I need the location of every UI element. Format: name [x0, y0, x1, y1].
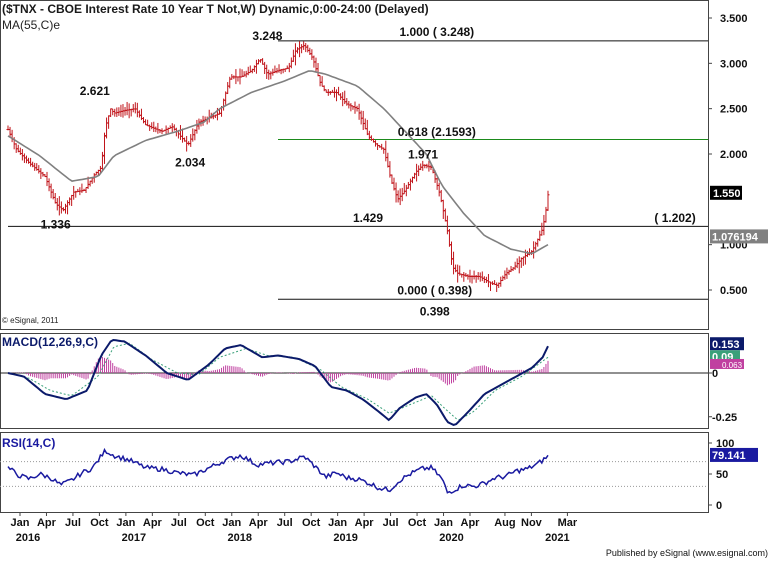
price-y-tick-label: 3.500	[720, 13, 748, 25]
histogram-value-box	[710, 358, 744, 369]
rsi-value-label: 79.141	[712, 450, 746, 462]
x-month-label: Jan	[116, 517, 135, 529]
price-y-tick-label: 3.000	[720, 58, 748, 70]
price-annotation: 0.000 ( 0.398)	[397, 284, 472, 298]
copyright-label: © eSignal, 2011	[2, 316, 59, 325]
moving-average-line	[7, 70, 549, 255]
rsi-line	[7, 447, 549, 494]
x-month-label: Jan	[434, 517, 453, 529]
price-annotation: 3.248	[252, 29, 282, 43]
price-annotation: 0.618 (2.1593)	[398, 125, 476, 139]
x-month-label: Oct	[408, 517, 427, 529]
rsi-y-tick-label: 100	[716, 438, 734, 450]
macd-line	[7, 338, 549, 426]
x-month-label: Jan	[11, 517, 30, 529]
price-annotation: 1.336	[41, 217, 71, 231]
x-year-label: 2018	[228, 532, 252, 544]
price-annotation: 0.398	[420, 304, 450, 318]
x-month-label: Apr	[461, 517, 481, 529]
price-y-tick-label: 0.500	[720, 285, 748, 297]
x-month-label: Oct	[90, 517, 109, 529]
x-month-label: Apr	[355, 517, 375, 529]
macd-value-box	[710, 337, 744, 351]
macd-y-tick-label: 0	[712, 368, 718, 380]
rsi-y-tick-label: 50	[716, 469, 728, 481]
x-month-label: Jul	[277, 517, 293, 529]
ma-value-label: 1.076194	[712, 231, 759, 243]
x-month-label: Nov	[521, 517, 543, 529]
x-year-label: 2017	[122, 532, 146, 544]
rsi-y-tick-label: 0	[716, 500, 722, 512]
chart-title: ($TNX - CBOE Interest Rate 10 Year T Not…	[2, 2, 429, 16]
x-month-label: Mar	[558, 517, 578, 529]
x-month-label: Oct	[196, 517, 215, 529]
macd-value-label: 0.153	[712, 339, 740, 351]
rsi-panel-frame	[0, 432, 709, 513]
price-annotation: 1.429	[353, 211, 383, 225]
x-month-label: Jan	[328, 517, 347, 529]
x-month-label: Jan	[222, 517, 241, 529]
ma-legend: MA(55,C)e	[2, 18, 60, 32]
last-price-box	[710, 185, 742, 200]
price-annotation: 2.621	[80, 84, 110, 98]
macd-title: MACD(12,26,9,C)	[2, 335, 98, 349]
histogram-value-label: 0.063	[722, 361, 743, 370]
x-year-label: 2016	[16, 532, 40, 544]
x-month-label: Jul	[383, 517, 399, 529]
ma-value-box	[710, 229, 768, 244]
x-month-label: Apr	[37, 517, 57, 529]
last-price-label: 1.550	[713, 188, 741, 200]
x-month-label: Jul	[65, 517, 81, 529]
x-month-label: Apr	[249, 517, 269, 529]
rsi-value-box	[710, 447, 758, 462]
macd-signal-line	[7, 342, 549, 421]
rsi-title: RSI(14,C)	[2, 436, 55, 450]
macd-panel-frame	[0, 333, 709, 429]
price-annotation: 1.971	[408, 148, 438, 162]
x-month-label: Oct	[302, 517, 321, 529]
price-annotation: 2.034	[175, 156, 205, 170]
x-month-label: Aug	[494, 517, 515, 529]
price-y-tick-label: 2.000	[720, 149, 748, 161]
x-year-label: 2019	[333, 532, 357, 544]
price-annotation: ( 1.202)	[654, 211, 695, 225]
price-panel-frame	[0, 0, 709, 330]
price-annotation: 1.000 ( 3.248)	[399, 25, 474, 39]
x-year-label: 2020	[439, 532, 463, 544]
price-y-tick-label: 2.500	[720, 104, 748, 116]
macd-y-tick-label: -0.25	[712, 412, 737, 424]
x-month-label: Apr	[143, 517, 163, 529]
x-month-label: Jul	[171, 517, 187, 529]
footer-label: Published by eSignal (www.esignal.com)	[606, 548, 768, 558]
x-year-label: 2021	[545, 532, 569, 544]
